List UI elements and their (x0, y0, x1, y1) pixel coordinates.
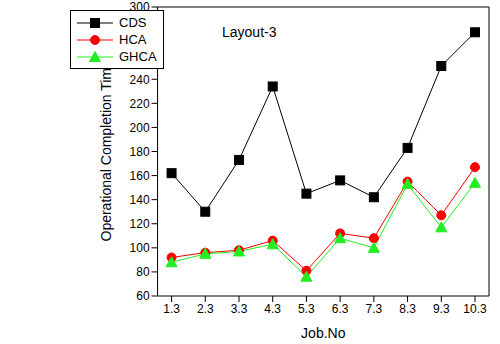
svg-text:60: 60 (136, 289, 150, 303)
svg-text:260: 260 (130, 48, 150, 62)
svg-text:200: 200 (130, 121, 150, 135)
svg-text:140: 140 (130, 193, 150, 207)
svg-text:160: 160 (130, 169, 150, 183)
svg-text:280: 280 (130, 24, 150, 38)
svg-text:300: 300 (130, 0, 150, 14)
svg-text:100: 100 (130, 241, 150, 255)
svg-text:220: 220 (130, 97, 150, 111)
svg-text:2.3: 2.3 (197, 302, 214, 316)
svg-text:7.3: 7.3 (366, 302, 383, 316)
svg-text:6.3: 6.3 (332, 302, 349, 316)
svg-text:3.3: 3.3 (231, 302, 248, 316)
svg-text:10.3: 10.3 (463, 302, 487, 316)
svg-text:8.3: 8.3 (399, 302, 416, 316)
svg-text:Operational Completion Time: Operational Completion Time (98, 60, 114, 242)
svg-text:9.3: 9.3 (433, 302, 450, 316)
svg-text:Job.No: Job.No (301, 325, 346, 341)
svg-text:4.3: 4.3 (264, 302, 281, 316)
svg-text:240: 240 (130, 73, 150, 87)
svg-text:120: 120 (130, 217, 150, 231)
svg-text:5.3: 5.3 (298, 302, 315, 316)
svg-text:1.3: 1.3 (163, 302, 180, 316)
svg-text:180: 180 (130, 145, 150, 159)
svg-text:80: 80 (136, 265, 150, 279)
